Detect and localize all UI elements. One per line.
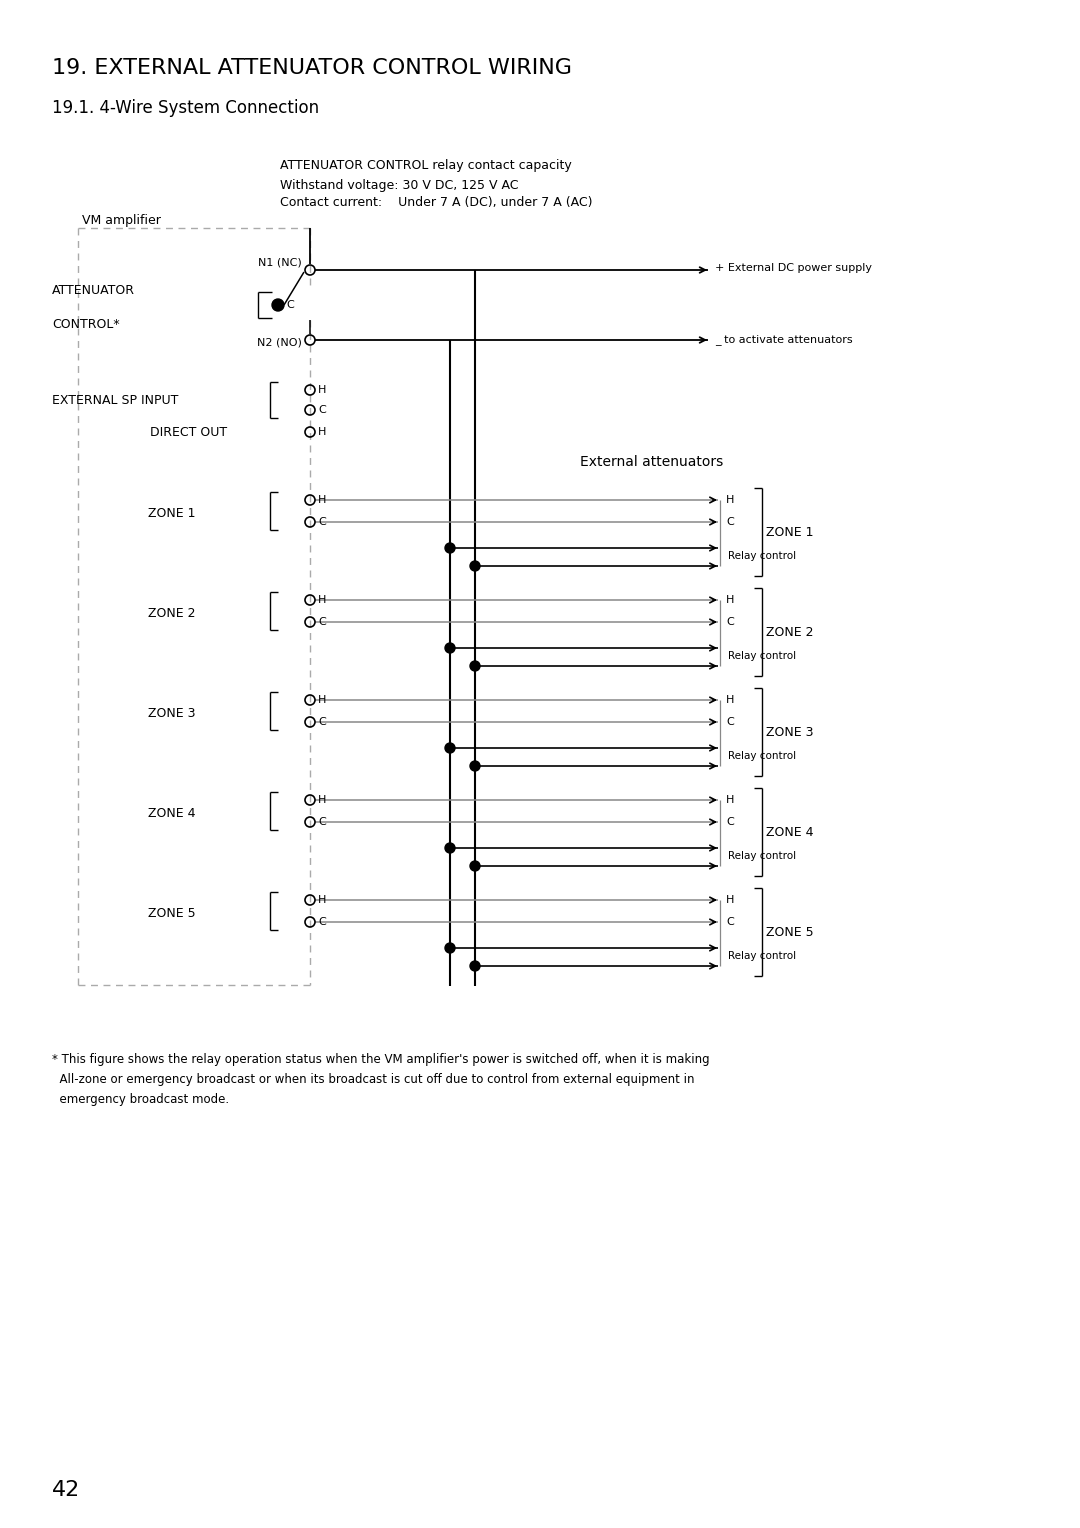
Text: H: H	[318, 695, 326, 704]
Circle shape	[445, 743, 455, 753]
Text: H: H	[726, 695, 734, 704]
Text: C: C	[318, 917, 326, 927]
Text: C: C	[726, 817, 733, 827]
Text: H: H	[318, 895, 326, 905]
Text: ZONE 1: ZONE 1	[148, 506, 195, 520]
Text: C: C	[318, 817, 326, 827]
Text: C: C	[726, 617, 733, 626]
Text: ZONE 4: ZONE 4	[148, 807, 195, 819]
Circle shape	[272, 299, 284, 312]
Text: H: H	[318, 495, 326, 504]
Text: C: C	[726, 717, 733, 727]
Text: Contact current:    Under 7 A (DC), under 7 A (AC): Contact current: Under 7 A (DC), under 7…	[280, 196, 593, 208]
Text: Relay control: Relay control	[728, 851, 796, 860]
Text: H: H	[726, 895, 734, 905]
Text: * This figure shows the relay operation status when the VM amplifier's power is : * This figure shows the relay operation …	[52, 1053, 710, 1067]
Circle shape	[470, 961, 480, 970]
Circle shape	[445, 843, 455, 853]
Text: C: C	[318, 516, 326, 527]
Circle shape	[445, 643, 455, 652]
Circle shape	[470, 662, 480, 671]
Text: EXTERNAL SP INPUT: EXTERNAL SP INPUT	[52, 394, 178, 406]
Text: ATTENUATOR CONTROL relay contact capacity: ATTENUATOR CONTROL relay contact capacit…	[280, 159, 571, 171]
Text: C: C	[286, 299, 294, 310]
Text: External attenuators: External attenuators	[580, 455, 724, 469]
Text: N2 (NO): N2 (NO)	[257, 338, 302, 347]
Circle shape	[445, 542, 455, 553]
Text: C: C	[318, 405, 326, 416]
Text: C: C	[318, 617, 326, 626]
Text: 19.1. 4-Wire System Connection: 19.1. 4-Wire System Connection	[52, 99, 319, 118]
Circle shape	[470, 561, 480, 571]
Circle shape	[470, 860, 480, 871]
Circle shape	[445, 943, 455, 953]
Text: 19. EXTERNAL ATTENUATOR CONTROL WIRING: 19. EXTERNAL ATTENUATOR CONTROL WIRING	[52, 58, 572, 78]
Text: H: H	[318, 594, 326, 605]
Text: _ to activate attenuators: _ to activate attenuators	[715, 335, 852, 345]
Text: ZONE 2: ZONE 2	[766, 625, 813, 639]
Text: H: H	[318, 426, 326, 437]
Text: Relay control: Relay control	[728, 552, 796, 561]
Text: H: H	[318, 385, 326, 396]
Text: Relay control: Relay control	[728, 651, 796, 662]
Text: ZONE 1: ZONE 1	[766, 526, 813, 538]
Text: ZONE 2: ZONE 2	[148, 607, 195, 619]
Text: CONTROL*: CONTROL*	[52, 318, 120, 330]
Text: N1 (NC): N1 (NC)	[258, 257, 302, 267]
Text: ZONE 5: ZONE 5	[766, 926, 813, 938]
Text: H: H	[318, 795, 326, 805]
Text: C: C	[318, 717, 326, 727]
Text: Withstand voltage: 30 V DC, 125 V AC: Withstand voltage: 30 V DC, 125 V AC	[280, 179, 518, 191]
Text: 42: 42	[52, 1481, 80, 1500]
Text: H: H	[726, 795, 734, 805]
Text: C: C	[726, 917, 733, 927]
Text: ZONE 3: ZONE 3	[148, 706, 195, 720]
Text: ATTENUATOR: ATTENUATOR	[52, 284, 135, 296]
Text: DIRECT OUT: DIRECT OUT	[150, 425, 227, 439]
Text: + External DC power supply: + External DC power supply	[715, 263, 872, 274]
Text: VM amplifier: VM amplifier	[82, 214, 161, 226]
Text: C: C	[726, 516, 733, 527]
Text: ZONE 4: ZONE 4	[766, 825, 813, 839]
Text: ZONE 3: ZONE 3	[766, 726, 813, 738]
Circle shape	[470, 761, 480, 772]
Text: H: H	[726, 594, 734, 605]
Text: ZONE 5: ZONE 5	[148, 906, 195, 920]
Text: H: H	[726, 495, 734, 504]
Text: Relay control: Relay control	[728, 750, 796, 761]
Text: Relay control: Relay control	[728, 950, 796, 961]
Text: All-zone or emergency broadcast or when its broadcast is cut off due to control : All-zone or emergency broadcast or when …	[52, 1074, 694, 1086]
Text: emergency broadcast mode.: emergency broadcast mode.	[52, 1094, 229, 1106]
